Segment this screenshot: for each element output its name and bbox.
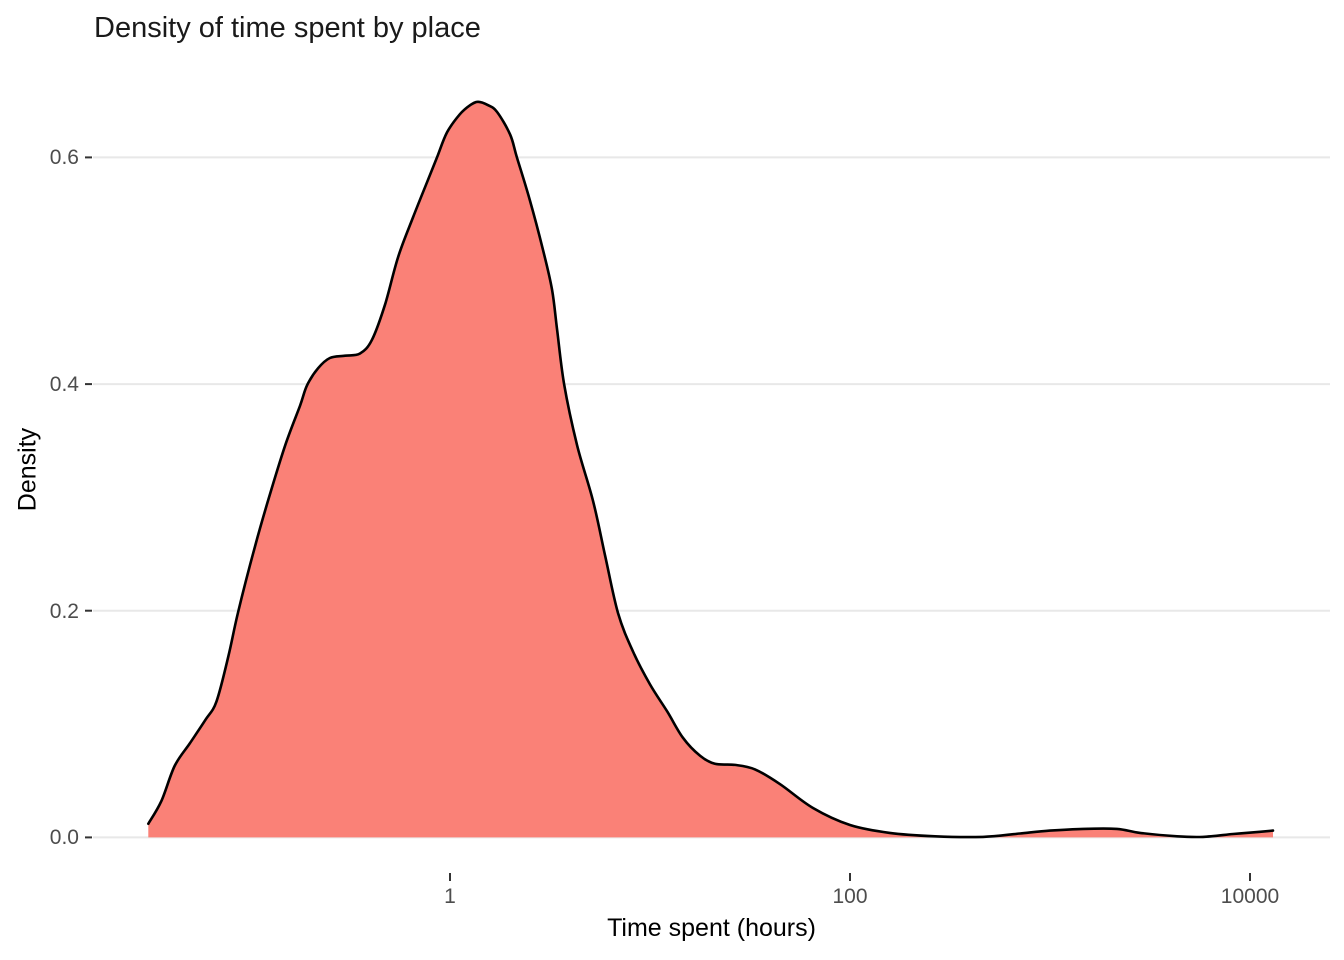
page-title: Density of time spent by place xyxy=(94,12,481,44)
x-tick-label: 100 xyxy=(832,885,868,908)
x-axis-title: Time spent (hours) xyxy=(607,914,816,942)
y-tick-label: 0.6 xyxy=(49,146,79,170)
x-tick-label: 10000 xyxy=(1220,885,1280,908)
density-area-group xyxy=(147,100,1275,839)
y-tick-label: 0.0 xyxy=(49,826,79,850)
y-axis-title: Density xyxy=(13,427,42,512)
axis-ticks-group xyxy=(85,156,1251,881)
density-curve xyxy=(147,100,1275,839)
density-area xyxy=(148,101,1273,838)
x-tick-label: 1 xyxy=(444,885,456,908)
y-tick-label: 0.2 xyxy=(49,599,79,623)
y-tick-label: 0.4 xyxy=(49,373,79,397)
